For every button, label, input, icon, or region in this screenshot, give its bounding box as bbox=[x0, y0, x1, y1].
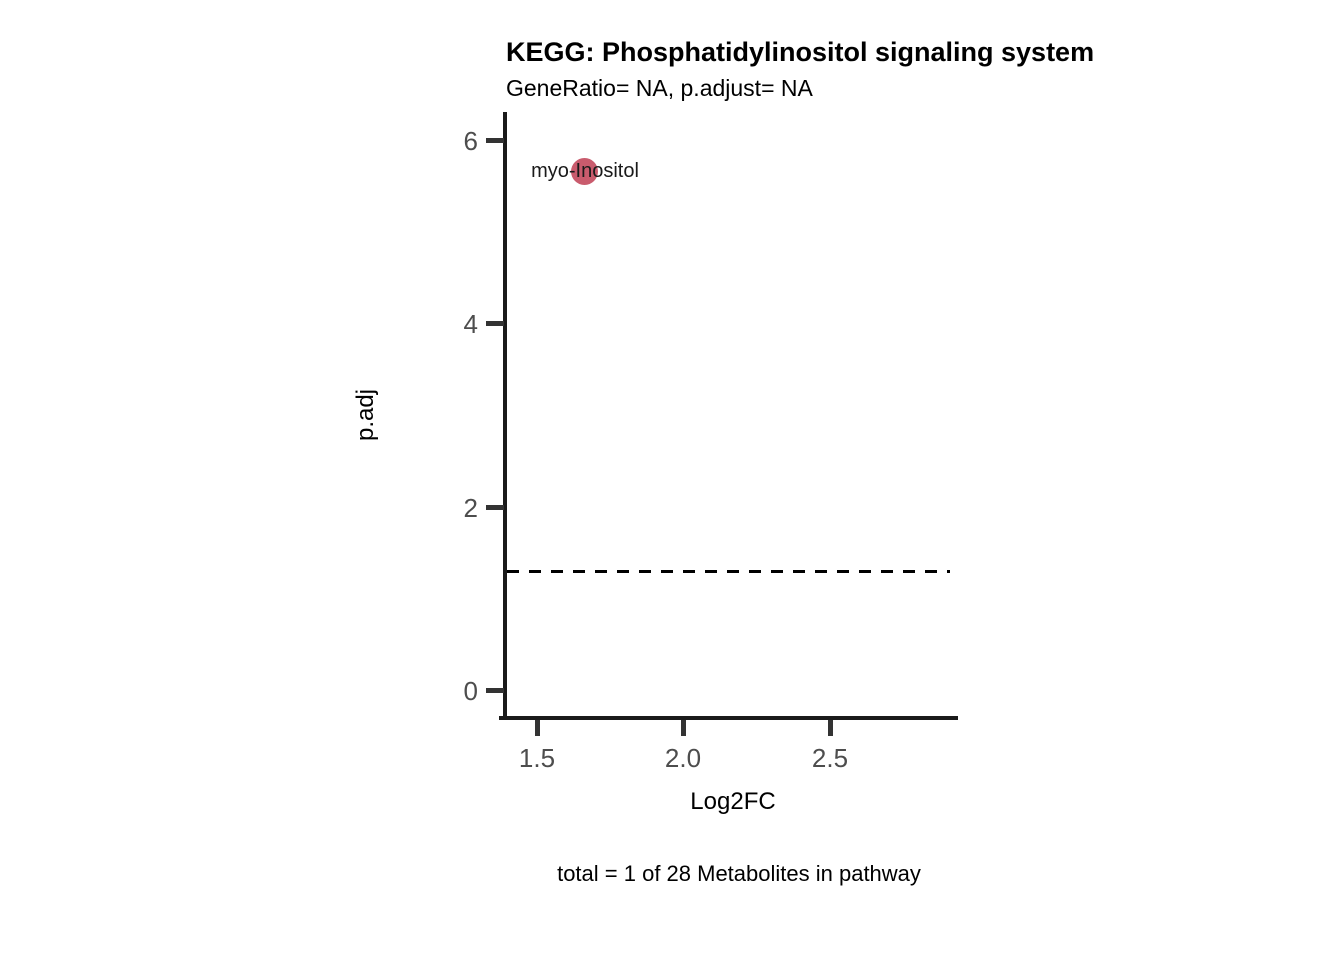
y-tick-label-0: 0 bbox=[463, 676, 478, 706]
x-tick-label-1-5: 1.5 bbox=[518, 743, 556, 773]
x-axis-line bbox=[499, 716, 958, 720]
y-axis-line bbox=[503, 112, 507, 720]
scatter-point-label: myo-Inositol bbox=[531, 160, 639, 182]
x-tick-label-2-5: 2.5 bbox=[811, 743, 849, 773]
y-tick-label-2: 2 bbox=[463, 493, 478, 523]
y-axis-title: p.adj bbox=[352, 388, 379, 442]
y-tick-mark-4 bbox=[486, 321, 504, 326]
y-tick-label-6: 6 bbox=[463, 126, 478, 156]
chart-subtitle: GeneRatio= NA, p.adjust= NA bbox=[506, 75, 813, 101]
y-tick-mark-6 bbox=[486, 138, 504, 143]
chart-caption: total = 1 of 28 Metabolites in pathway bbox=[557, 861, 921, 886]
y-tick-label-4: 4 bbox=[463, 309, 478, 339]
y-tick-mark-2 bbox=[486, 505, 504, 510]
x-tick-mark-1-5 bbox=[535, 720, 540, 736]
significance-threshold-line bbox=[507, 570, 950, 573]
x-tick-label-2-0: 2.0 bbox=[664, 743, 702, 773]
y-tick-mark-0 bbox=[486, 688, 504, 693]
x-tick-mark-2-5 bbox=[828, 720, 833, 736]
scatter-point-myo-inositol bbox=[571, 158, 598, 185]
chart-title: KEGG: Phosphatidylinositol signaling sys… bbox=[506, 37, 1095, 67]
x-tick-mark-2-0 bbox=[681, 720, 686, 736]
x-axis-title: Log2FC bbox=[690, 788, 776, 815]
